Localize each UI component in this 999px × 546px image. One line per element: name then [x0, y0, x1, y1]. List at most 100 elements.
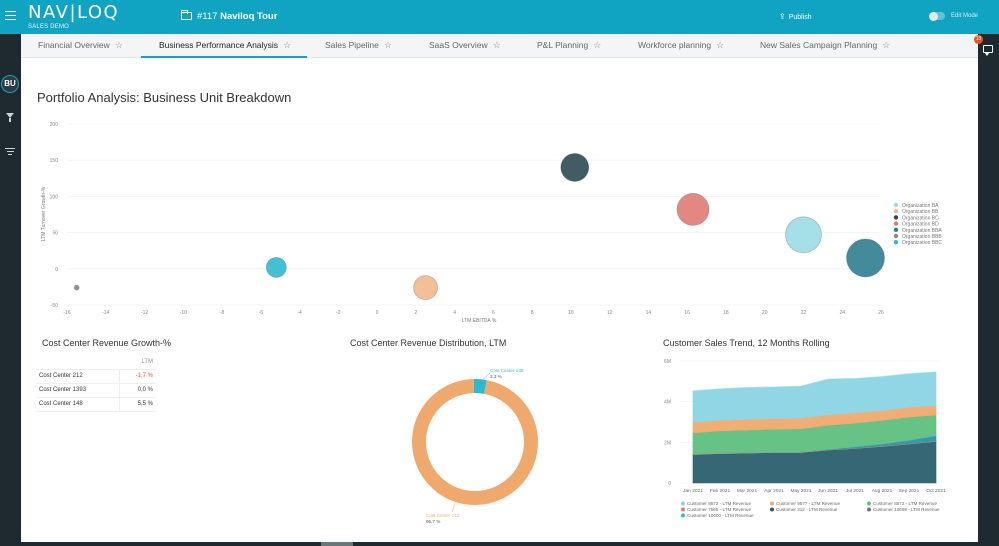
y-tick-label: 200: [50, 122, 59, 128]
legend-label: Customer 8572 - LTM Revenue: [687, 501, 751, 506]
legend-label: Customer 8572 - LTM Revenue: [873, 501, 937, 506]
x-tick-label: 0: [376, 310, 379, 316]
slice-label: Cost Center 212: [426, 513, 460, 518]
x-tick-label: -12: [141, 310, 148, 316]
star-icon[interactable]: ☆: [716, 40, 725, 50]
table-row[interactable]: Cost Center 148 5,5 %: [36, 397, 156, 412]
legend-swatch: [681, 501, 685, 506]
x-tick-label: 10: [568, 310, 574, 316]
cost-center-value: 5,5 %: [118, 397, 156, 412]
tab-label: Business Performance Analysis: [159, 40, 279, 50]
table-row[interactable]: Cost Center 212 -1,7 %: [36, 369, 156, 384]
star-icon[interactable]: ☆: [283, 40, 292, 50]
dashboard-name: Naviloq Tour: [220, 11, 278, 22]
legend-label: Customer 10600 - LTM Revenue: [687, 513, 754, 518]
x-tick-label: Jun 2021: [818, 488, 838, 494]
x-tick-label: Apr 2021: [764, 488, 784, 494]
tab-financial-overview[interactable]: Financial Overview ☆: [38, 40, 123, 51]
sort-filter-icon[interactable]: [5, 148, 15, 157]
legend-label: Organization BBB: [902, 234, 942, 240]
star-icon[interactable]: ☆: [383, 40, 392, 50]
left-sidebar: BU MK: [0, 34, 21, 546]
tab-workforce-planning[interactable]: Workforce planning ☆: [638, 40, 724, 51]
slice-label: Cost Center 148: [490, 368, 524, 373]
bubble-point: [73, 284, 80, 291]
app-logo-subtitle: SALES DEMO: [28, 24, 70, 30]
tab-label: Financial Overview: [38, 40, 110, 50]
tab-new-sales-campaign-planning[interactable]: New Sales Campaign Planning ☆: [760, 40, 890, 51]
legend-swatch: [867, 501, 871, 506]
bubble-point: [413, 275, 438, 301]
legend-label: Customer 312 - LTM Revenue: [776, 507, 838, 512]
x-tick-label: Jul 2021: [846, 488, 864, 494]
bubble-chart-title: Portfolio Analysis: Business Unit Breakd…: [37, 90, 292, 105]
legend-label: Organization BC: [902, 215, 939, 221]
legend-label: Customer 7565 - LTM Revenue: [687, 507, 751, 512]
right-rail: [978, 34, 999, 546]
app-logo[interactable]: NAV|LOQ: [28, 2, 120, 23]
y-tick-label: 50: [52, 231, 58, 237]
star-icon[interactable]: ☆: [593, 40, 602, 50]
x-tick-label: 24: [839, 310, 845, 316]
filter-icon[interactable]: [6, 113, 14, 122]
legend-label: Organization BD: [902, 222, 939, 228]
star-icon[interactable]: ☆: [492, 40, 501, 50]
hamburger-menu-icon[interactable]: [5, 11, 16, 20]
tab-pl-planning[interactable]: P&L Planning ☆: [537, 40, 601, 51]
x-tick-label: Sep 2021: [899, 488, 920, 494]
tab-label: SaaS Overview: [429, 40, 488, 50]
slice-leader-line: [479, 372, 491, 383]
bubble-point: [560, 153, 590, 182]
edit-mode-toggle[interactable]: [929, 11, 945, 21]
upload-icon: ⇪: [779, 12, 786, 21]
x-tick-label: 12: [607, 310, 613, 316]
x-tick-label: May 2021: [790, 488, 811, 494]
publish-label: Publish: [788, 14, 812, 21]
x-tick-label: Mar 2021: [737, 488, 758, 494]
tab-label: Sales Pipeline: [325, 40, 379, 50]
notification-badge[interactable]: 13: [974, 35, 983, 44]
legend-swatch: [770, 501, 774, 506]
x-tick-label: 4: [453, 310, 456, 316]
x-tick-label: 20: [762, 310, 768, 316]
y-tick-label: 6M: [664, 359, 671, 365]
business-unit-button[interactable]: BU: [1, 75, 19, 93]
y-tick-label: 0: [55, 267, 58, 273]
legend-label: Organization BA: [902, 203, 939, 209]
tab-business-performance-analysis[interactable]: Business Performance Analysis ☆: [159, 40, 291, 51]
x-tick-label: Jan 2021: [683, 488, 703, 494]
x-tick-label: Oct 2021: [926, 488, 946, 494]
x-tick-label: 14: [646, 310, 652, 316]
legend-swatch: [770, 507, 774, 512]
tab-saas-overview[interactable]: SaaS Overview ☆: [429, 40, 501, 51]
publish-button[interactable]: ⇪ Publish: [779, 12, 812, 21]
edit-mode-label: Edit Mode: [951, 13, 979, 19]
cost-center-name: Cost Center 148: [36, 397, 120, 412]
horizontal-scrollbar[interactable]: [21, 542, 978, 546]
tab-label: New Sales Campaign Planning: [760, 40, 878, 50]
cost-center-value: -1,7 %: [118, 369, 156, 384]
y-tick-label: 100: [50, 194, 59, 200]
table-header-ltm: LTM: [119, 355, 156, 370]
tab-label: Workforce planning: [638, 40, 712, 50]
x-tick-label: -10: [180, 310, 187, 316]
scrollbar-thumb[interactable]: [321, 542, 353, 546]
x-tick-label: 8: [531, 310, 534, 316]
bubble-point: [785, 216, 822, 254]
active-tab-indicator: [141, 56, 307, 58]
star-icon[interactable]: ☆: [882, 40, 891, 50]
x-tick-label: 2: [414, 310, 417, 316]
comments-icon[interactable]: [983, 45, 993, 56]
legend-label: Customer 9577 - LTM Revenue: [776, 501, 840, 506]
tab-sales-pipeline[interactable]: Sales Pipeline ☆: [325, 40, 392, 51]
x-tick-label: Feb 2021: [710, 488, 731, 494]
legend-label: Organization BB: [902, 209, 939, 215]
x-tick-label: 16: [684, 310, 690, 316]
y-tick-label: -50: [51, 303, 58, 309]
x-tick-label: 26: [878, 310, 884, 316]
cost-center-name: Cost Center 212: [36, 369, 120, 384]
folder-icon[interactable]: [180, 10, 192, 20]
star-icon[interactable]: ☆: [114, 40, 123, 50]
table-row[interactable]: Cost Center 1393 0,0 %: [36, 383, 156, 398]
table-header-row: LTM: [36, 355, 156, 370]
